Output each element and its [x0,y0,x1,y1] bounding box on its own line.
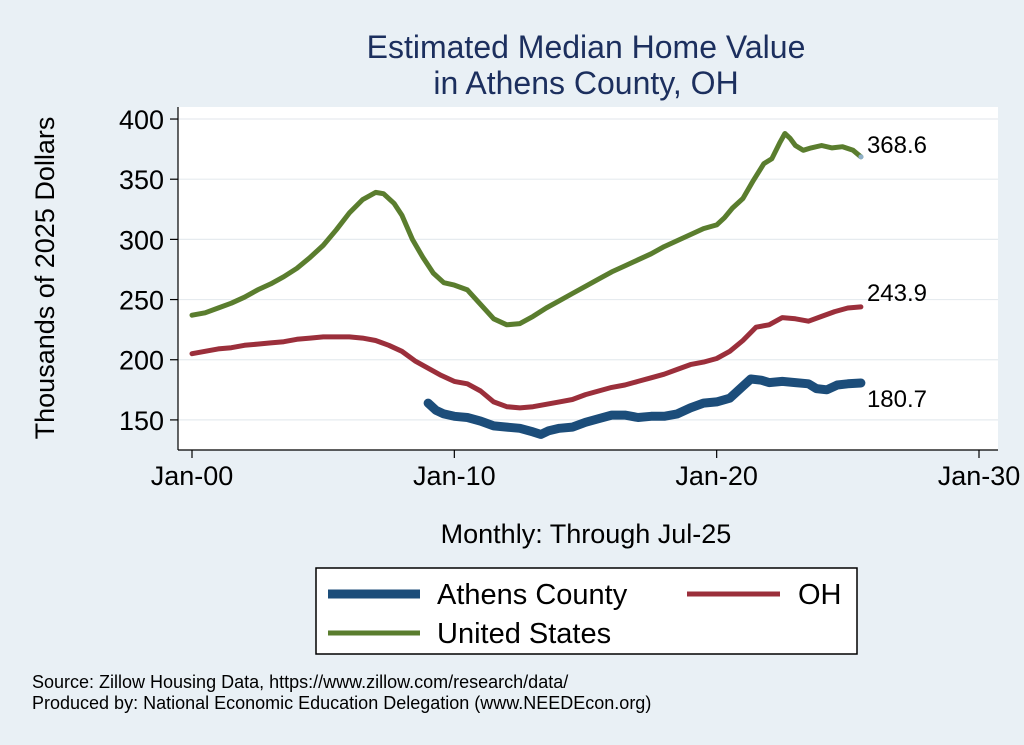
end-labels: 368.6 243.9 180.7 [867,132,927,413]
legend-label-united-states: United States [437,618,611,650]
chart-title-line-1: Estimated Median Home Value [367,29,806,65]
chart-title-line-2: in Athens County, OH [433,65,738,101]
y-tick-label-150: 150 [119,406,164,436]
series-line-united-states [189,131,864,328]
end-label-united-states: 368.6 [867,132,927,159]
series-line-athens-county [423,374,866,439]
series-line-oh [189,304,864,411]
producer-note: Produced by: National Economic Education… [32,693,651,713]
x-tick-label-3: Jan-30 [938,461,1021,491]
y-tick-label-250: 250 [119,286,164,316]
y-tick-label-200: 200 [119,346,164,376]
y-axis-title: Thousands of 2025 Dollars [30,117,60,440]
legend [315,567,858,655]
end-label-oh: 243.9 [867,280,927,307]
series-layer [189,131,866,439]
x-tick-label-2: Jan-20 [675,461,758,491]
x-tick-label-1: Jan-10 [413,461,496,491]
source-note: Source: Zillow Housing Data, https://www… [32,672,568,692]
x-axis: Jan-00 Jan-10 Jan-20 Jan-30 [151,449,1021,491]
x-axis-title: Monthly: Through Jul-25 [441,519,732,549]
x-tick-label-0: Jan-00 [151,461,234,491]
legend-label-athens-county: Athens County [437,579,628,611]
y-tick-label-400: 400 [119,105,164,135]
end-label-athens-county: 180.7 [867,386,927,413]
y-axis: 150 200 250 300 350 400 [119,105,179,450]
y-tick-label-300: 300 [119,225,164,255]
y-tick-label-350: 350 [119,165,164,195]
endpoint-marker-united-states [858,154,864,160]
legend-label-oh: OH [798,579,842,611]
